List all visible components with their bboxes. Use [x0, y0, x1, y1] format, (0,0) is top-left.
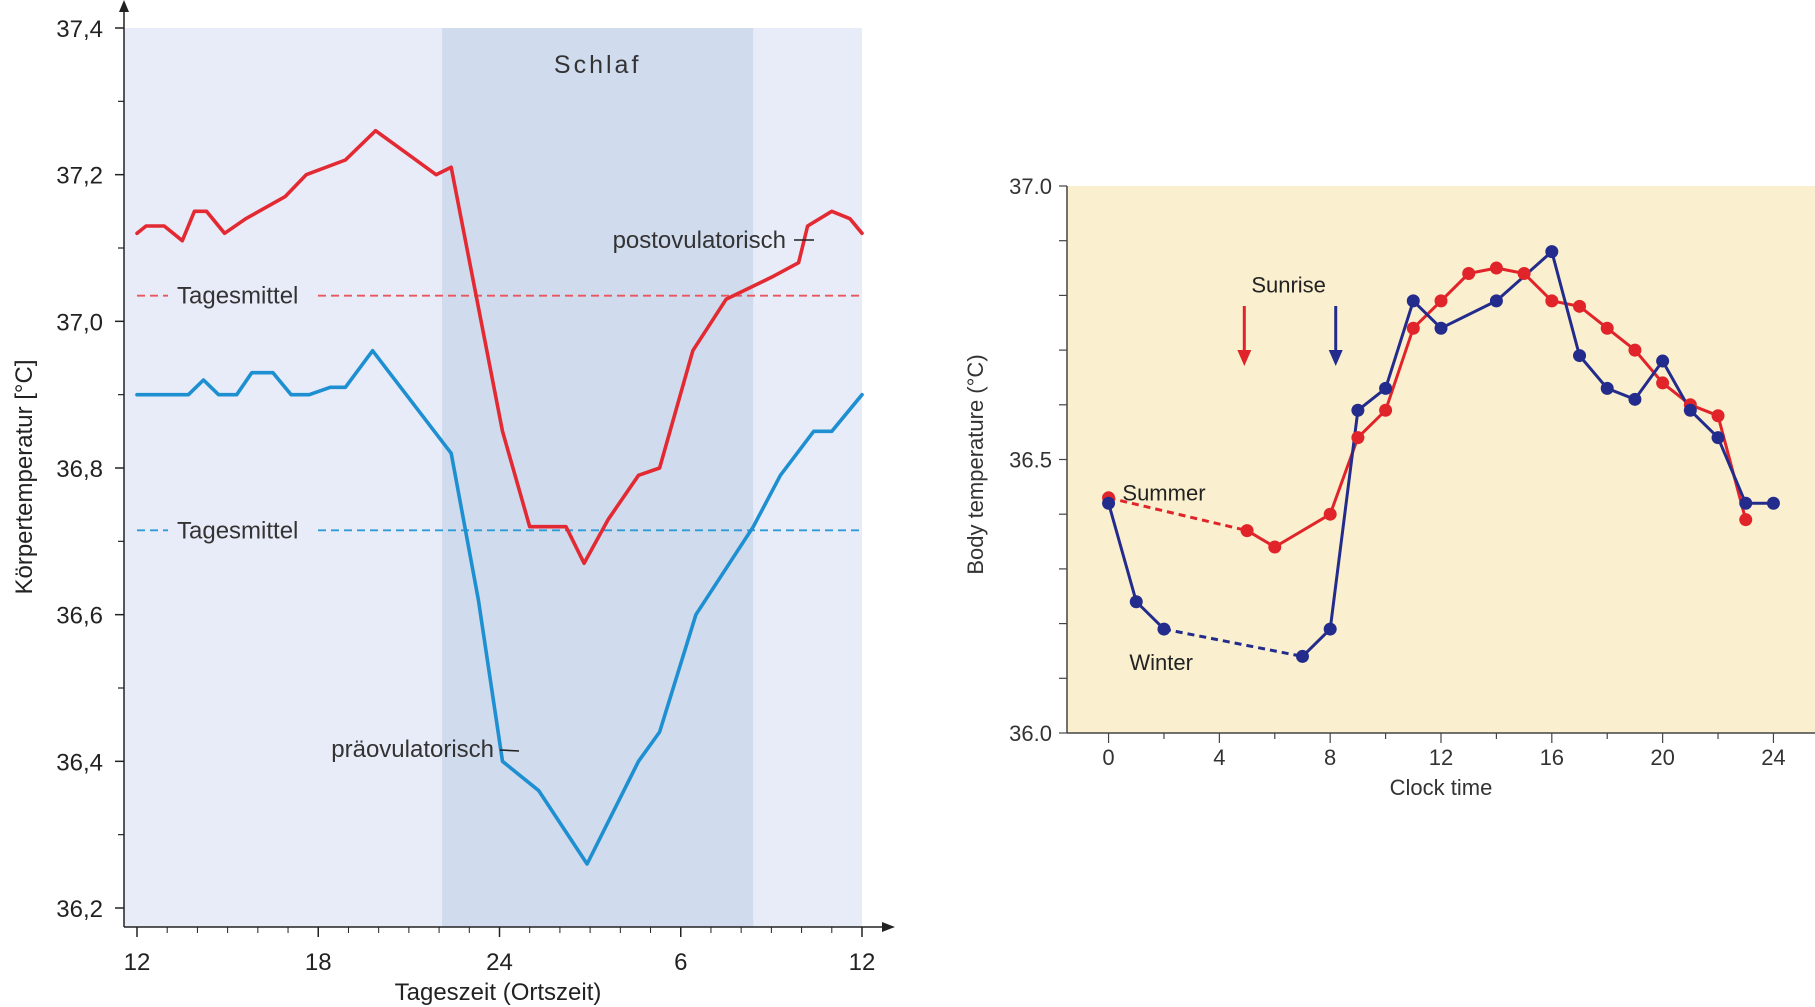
x-tick-label: 24: [486, 949, 513, 976]
annotation-sunrise: Sunrise: [1251, 272, 1326, 297]
x-tick-label: 4: [1213, 745, 1225, 770]
x-axis-arrow: [882, 922, 895, 932]
series-label-leader: [499, 749, 520, 752]
x-axis-title: Tageszeit (Ortszeit): [395, 979, 602, 1006]
data-point-winter: [1102, 496, 1116, 510]
y-tick-label: 36.0: [1009, 721, 1052, 746]
y-tick-label: 36,8: [56, 456, 103, 483]
sleep-band: [442, 28, 754, 927]
y-tick-label: 36,6: [56, 603, 103, 630]
x-tick-label: 8: [1324, 745, 1336, 770]
data-point-winter: [1628, 392, 1642, 406]
data-point-summer: [1268, 540, 1282, 554]
series-line-postovulatorisch: [135, 128, 864, 566]
y-tick-label: 37.0: [1009, 174, 1052, 199]
data-point-winter: [1739, 496, 1753, 510]
y-tick-label: 36,2: [56, 896, 103, 923]
sleep-band-label: Schlaf: [554, 51, 641, 79]
data-point-summer: [1489, 261, 1503, 275]
data-point-winter: [1545, 245, 1559, 259]
series-label-postovulatorisch: postovulatorisch: [613, 227, 786, 254]
data-point-summer: [1517, 267, 1531, 281]
x-tick-label: 6: [674, 949, 687, 976]
data-point-summer: [1406, 321, 1420, 335]
annotation-winter: Winter: [1129, 650, 1193, 675]
y-axis-title: Körpertemperatur [°C]: [11, 359, 38, 594]
data-point-summer: [1462, 267, 1476, 281]
data-point-winter: [1656, 354, 1670, 368]
data-point-summer: [1434, 294, 1448, 308]
series-label-praovulatorisch: präovulatorisch: [331, 736, 494, 763]
y-tick-label: 37,0: [56, 309, 103, 336]
y-tick-label: 37,4: [56, 16, 103, 43]
data-point-summer: [1379, 403, 1393, 417]
series-line-pr-ovulatorisch: [135, 348, 864, 866]
y-tick-label: 36,4: [56, 749, 103, 776]
data-point-summer: [1573, 299, 1587, 313]
data-point-winter: [1766, 496, 1780, 510]
reference-line-label: Tagesmittel: [177, 517, 298, 544]
plot-background: [1067, 186, 1815, 733]
data-point-winter: [1295, 649, 1309, 663]
chart-body-temperature-cycle: Schlaf 36,2 36,4 36,6 36,8 37,0 37,2 37,4 12 18 24…: [11, 0, 895, 1006]
y-tick-label: 36.5: [1009, 448, 1052, 473]
data-point-winter: [1406, 294, 1420, 308]
data-point-summer: [1600, 321, 1614, 335]
data-point-winter: [1489, 294, 1503, 308]
x-tick-label: 12: [1429, 745, 1453, 770]
data-point-summer: [1323, 507, 1337, 521]
data-point-winter: [1323, 622, 1337, 636]
chart-body-temperature-season: 36.0 36.5 37.0 0 4 8 12 16 20 24 Clock time Body te…: [963, 174, 1815, 800]
y-axis-title: Body temperature (°C): [963, 354, 988, 574]
y-tick-label: 37,2: [56, 163, 103, 190]
x-tick-label: 20: [1650, 745, 1674, 770]
reference-line-label: Tagesmittel: [177, 283, 298, 310]
data-point-winter: [1434, 321, 1448, 335]
data-point-summer: [1545, 294, 1559, 308]
x-tick-label: 16: [1540, 745, 1564, 770]
y-axis-arrow: [119, 0, 129, 12]
sunrise-arrow-head-winter: [1328, 350, 1343, 366]
data-point-summer: [1711, 409, 1725, 423]
x-tick-label: 24: [1761, 745, 1785, 770]
x-tick-label: 12: [124, 949, 151, 976]
data-point-winter: [1157, 622, 1171, 636]
data-point-summer: [1351, 431, 1365, 445]
annotation-summer: Summer: [1122, 480, 1205, 505]
data-point-winter: [1683, 403, 1697, 417]
data-point-winter: [1379, 381, 1393, 395]
x-tick-label: 12: [849, 949, 876, 976]
x-tick-label: 18: [305, 949, 332, 976]
data-point-summer: [1656, 376, 1670, 390]
data-point-winter: [1351, 403, 1365, 417]
data-point-summer: [1739, 513, 1753, 527]
sunrise-arrow-head-summer: [1237, 350, 1252, 366]
data-point-winter: [1711, 431, 1725, 445]
series-line-winter: [1301, 250, 1774, 658]
data-point-winter: [1129, 595, 1143, 609]
data-point-winter: [1573, 349, 1587, 363]
data-point-winter: [1600, 381, 1614, 395]
data-point-summer: [1628, 343, 1642, 357]
data-point-summer: [1240, 524, 1254, 538]
x-tick-label: 0: [1102, 745, 1114, 770]
x-axis-title: Clock time: [1390, 775, 1493, 800]
